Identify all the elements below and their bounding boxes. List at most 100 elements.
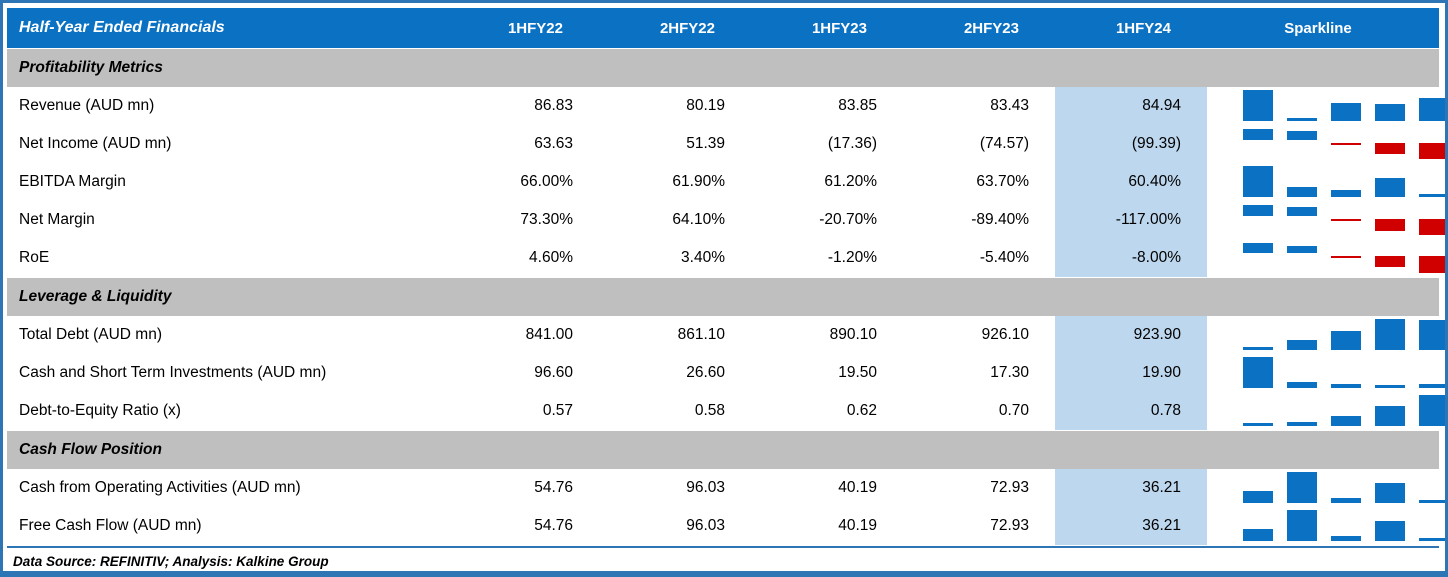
value-cell: -8.00% xyxy=(1055,239,1207,277)
positive-bar xyxy=(1243,129,1273,140)
sparkline-bars xyxy=(1243,356,1445,390)
sparkline-slot xyxy=(1419,356,1445,390)
row-label: RoE xyxy=(19,249,50,266)
sparkline xyxy=(1207,125,1445,163)
negative-bar xyxy=(1331,218,1361,221)
sparkline-slot xyxy=(1375,394,1405,428)
value-cell: 861.10 xyxy=(677,326,725,343)
value-cell: 54.76 xyxy=(534,479,573,496)
sparkline-slot xyxy=(1243,509,1273,543)
sparkline-slot xyxy=(1243,203,1273,237)
divider-line xyxy=(7,546,1439,548)
positive-bar xyxy=(1331,190,1361,197)
sparkline-slot xyxy=(1243,394,1273,428)
value-cell: 923.90 xyxy=(1055,316,1207,354)
sparkline xyxy=(1207,316,1445,354)
sparkline-slot xyxy=(1287,203,1317,237)
positive-bar xyxy=(1243,529,1273,541)
positive-bar xyxy=(1375,177,1405,197)
section-header: Cash Flow Position xyxy=(7,431,1439,469)
value-cell: -5.40% xyxy=(979,249,1029,266)
negative-bar xyxy=(1331,142,1361,145)
row-label: Free Cash Flow (AUD mn) xyxy=(19,517,202,534)
sparkline-slot xyxy=(1287,318,1317,352)
row-label: Net Margin xyxy=(19,211,95,228)
sparkline-slot xyxy=(1419,471,1445,505)
positive-bar xyxy=(1375,319,1405,350)
value-cell: (17.36) xyxy=(827,135,877,152)
sparkline-bars xyxy=(1243,127,1445,161)
positive-bar xyxy=(1287,472,1317,503)
value-cell: 83.43 xyxy=(990,97,1029,114)
sparkline-slot xyxy=(1243,356,1273,390)
value-cell: 86.83 xyxy=(534,97,573,114)
positive-bar xyxy=(1331,330,1361,350)
value-cell: 54.76 xyxy=(534,517,573,534)
value-cell: -117.00% xyxy=(1055,201,1207,239)
sparkline-slot xyxy=(1419,241,1445,275)
sparkline-bars xyxy=(1243,394,1445,428)
value-cell: (74.57) xyxy=(979,135,1029,152)
row-label: Revenue (AUD mn) xyxy=(19,97,155,114)
positive-bar xyxy=(1375,385,1405,388)
sparkline-slot xyxy=(1375,165,1405,199)
positive-bar xyxy=(1287,381,1317,388)
value-cell: 0.57 xyxy=(542,402,573,419)
positive-bar xyxy=(1287,510,1317,541)
value-cell: 63.63 xyxy=(534,135,573,152)
sparkline-slot xyxy=(1331,509,1361,543)
sparkline-slot xyxy=(1243,165,1273,199)
value-cell: 0.78 xyxy=(1055,392,1207,430)
value-cell: 890.10 xyxy=(829,326,877,343)
row-label: Debt-to-Equity Ratio (x) xyxy=(19,402,181,419)
table-body: Profitability Metrics Revenue (AUD mn) 86.… xyxy=(7,49,1445,545)
sparkline-slot xyxy=(1243,89,1273,123)
sparkline-slot xyxy=(1243,471,1273,505)
sparkline xyxy=(1207,507,1445,545)
positive-bar xyxy=(1419,500,1445,503)
sparkline xyxy=(1207,201,1445,239)
sparkline xyxy=(1207,354,1445,392)
value-cell: 0.58 xyxy=(694,402,725,419)
sparkline-slot xyxy=(1375,356,1405,390)
sparkline-slot xyxy=(1243,318,1273,352)
positive-bar xyxy=(1287,131,1317,140)
sparkline-bars xyxy=(1243,89,1445,123)
sparkline-slot xyxy=(1375,471,1405,505)
value-cell: 4.60% xyxy=(529,249,573,266)
value-cell: 926.10 xyxy=(981,326,1029,343)
sparkline xyxy=(1207,87,1445,125)
value-cell: 26.60 xyxy=(686,364,725,381)
sparkline-bars xyxy=(1243,509,1445,543)
table-row: EBITDA Margin 66.00% 61.90% 61.20% 63.70% 60.… xyxy=(7,163,1445,201)
sparkline-slot xyxy=(1419,203,1445,237)
positive-bar xyxy=(1287,206,1317,216)
sparkline-bars xyxy=(1243,471,1445,505)
sparkline-slot xyxy=(1287,89,1317,123)
positive-bar xyxy=(1331,536,1361,541)
sparkline-slot xyxy=(1287,394,1317,428)
row-label: Cash from Operating Activities (AUD mn) xyxy=(19,479,301,496)
table-row: Total Debt (AUD mn) 841.00 861.10 890.10 926… xyxy=(7,316,1445,354)
positive-bar xyxy=(1287,118,1317,121)
table-row: Revenue (AUD mn) 86.83 80.19 83.85 83.43 84.9… xyxy=(7,87,1445,125)
sparkline-slot xyxy=(1419,509,1445,543)
value-cell: 3.40% xyxy=(681,249,725,266)
value-cell: -20.70% xyxy=(819,211,877,228)
positive-bar xyxy=(1287,421,1317,426)
row-label: Cash and Short Term Investments (AUD mn) xyxy=(19,364,327,381)
column-header-1hfy22: 1HFY22 xyxy=(507,19,563,37)
sparkline-slot xyxy=(1287,356,1317,390)
table-row: RoE 4.60% 3.40% -1.20% -5.40% -8.00% xyxy=(7,239,1445,277)
sparkline-slot xyxy=(1331,203,1361,237)
positive-bar xyxy=(1287,245,1317,253)
positive-bar xyxy=(1419,319,1445,350)
positive-bar xyxy=(1419,395,1445,426)
value-cell: 61.20% xyxy=(824,173,877,190)
footer-note: Data Source: REFINITIV; Analysis: Kalkin… xyxy=(13,553,329,569)
value-cell: 72.93 xyxy=(990,479,1029,496)
column-header-1hfy24: 1HFY24 xyxy=(1115,19,1171,37)
sparkline-slot xyxy=(1287,509,1317,543)
positive-bar xyxy=(1243,491,1273,503)
value-cell: 96.03 xyxy=(686,517,725,534)
